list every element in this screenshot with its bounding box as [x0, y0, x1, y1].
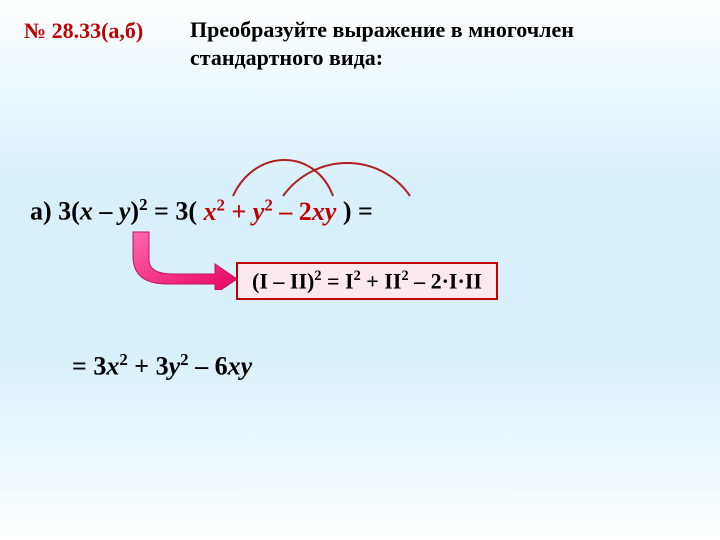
problem-number: № 28.33(а,б): [24, 18, 143, 44]
p2: ): [130, 197, 139, 226]
f-sq3: 2: [401, 268, 408, 284]
close: ) =: [343, 197, 373, 226]
r-xyx: х: [228, 352, 241, 381]
f-plus: + II: [361, 268, 402, 293]
exp-x: х: [204, 197, 217, 226]
minus2: – 2: [273, 197, 312, 226]
instruction-line1: Преобразуйте выражение в многочлен: [190, 17, 574, 42]
f-open: (I – II): [252, 268, 314, 293]
f-sq2: 2: [354, 268, 361, 284]
formula-box: (I – II)2 = I2 + II2 – 2·I·II: [236, 262, 498, 300]
r-plus: + 3: [128, 352, 169, 381]
formula-box-wrap: (I – II)2 = I2 + II2 – 2·I·II: [236, 262, 498, 300]
instruction: Преобразуйте выражение в многочлен станд…: [190, 16, 574, 71]
exp-y: у: [253, 197, 265, 226]
xy-y: у: [325, 197, 337, 226]
r-eq: = 3: [72, 352, 106, 381]
f-mid: = I: [322, 268, 354, 293]
instruction-line2: стандартного вида:: [190, 45, 383, 70]
r-p1: 2: [119, 350, 127, 369]
part-label: а): [30, 197, 58, 226]
xy-x: х: [312, 197, 325, 226]
minus: –: [93, 197, 119, 226]
r-x: х: [106, 352, 119, 381]
expression-line: а) 3(х – у)2 = 3( х2 + у2 – 2ху ) =: [30, 195, 373, 227]
r-xyy: у: [241, 352, 253, 381]
sq: 2: [139, 195, 147, 214]
f-tail: – 2·I·II: [409, 268, 482, 293]
plus1: +: [225, 197, 253, 226]
var-y: у: [119, 197, 131, 226]
var-x: х: [80, 197, 93, 226]
arc-decorations: [225, 140, 445, 200]
p1: 3(: [58, 197, 80, 226]
arrow-icon: [123, 230, 243, 290]
r-minus: – 6: [189, 352, 228, 381]
r-p2: 2: [180, 350, 188, 369]
r-y: у: [169, 352, 181, 381]
pow2b: 2: [264, 195, 272, 214]
pow2a: 2: [217, 195, 225, 214]
eq1: = 3(: [148, 197, 197, 226]
result-line: = 3х2 + 3у2 – 6ху: [72, 350, 252, 382]
f-sq1: 2: [314, 268, 321, 284]
